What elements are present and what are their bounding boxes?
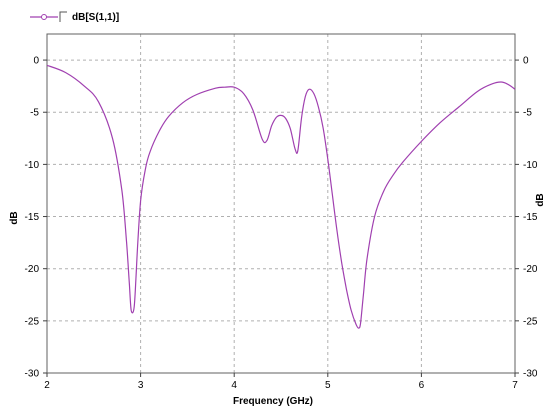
y-ticks-right: 0 -5 -10 -15 -20 -25 -30 [515, 56, 538, 380]
y-tick-label-left: 0 [33, 56, 39, 67]
y-axis-label: dB [9, 211, 20, 224]
x-tick-label: 7 [512, 380, 518, 391]
y-ticks-left: 0 -5 -10 -15 -20 -25 -30 [25, 56, 47, 380]
y-tick-label-left: -10 [25, 160, 40, 171]
x-tick-label: 4 [231, 380, 237, 391]
x-tick-label: 5 [325, 380, 331, 391]
plot-frame [46, 33, 516, 374]
legend-marker [41, 14, 47, 20]
y-tick-label-right: -10 [523, 160, 538, 171]
grid [47, 34, 515, 373]
y-tick-label-left: -25 [25, 316, 40, 327]
x-axis-label: Frequency (GHz) [233, 396, 313, 407]
y-tick-label-right: 0 [523, 56, 529, 67]
x-tick-label: 6 [419, 380, 425, 391]
y-tick-label-right: -15 [523, 212, 538, 223]
legend: dB[S(1,1)] [30, 11, 119, 23]
series-line-s11 [46, 64, 516, 329]
y-tick-label-right: -5 [523, 108, 532, 119]
y-tick-label-right: -25 [523, 316, 538, 327]
legend-label: dB[S(1,1)] [72, 12, 119, 23]
legend-check-icon [59, 11, 67, 22]
y-tick-label-right: -20 [523, 264, 538, 275]
y-tick-label-right: -30 [523, 369, 538, 380]
y-tick-label-left: -20 [25, 264, 40, 275]
x-ticks: 2 3 4 5 6 7 [44, 373, 518, 391]
y-tick-label-left: -30 [25, 369, 40, 380]
x-tick-label: 3 [138, 380, 144, 391]
y-tick-label-left: -5 [30, 108, 39, 119]
y-tick-label-left: -15 [25, 212, 40, 223]
x-tick-label: 2 [44, 380, 50, 391]
y-axis-label-right: dB [535, 193, 546, 206]
